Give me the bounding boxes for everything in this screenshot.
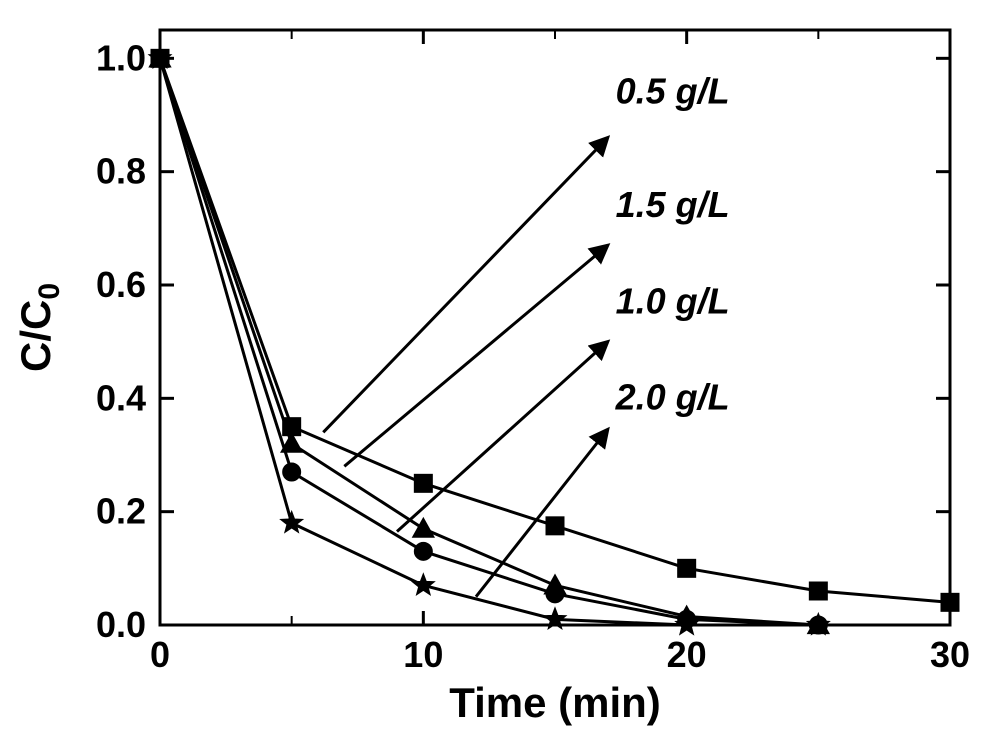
annotation-label: 1.0 g/L [616,280,730,321]
x-tick-label: 0 [150,634,170,675]
y-tick-label: 0.8 [96,151,146,192]
y-tick-label: 0.2 [96,491,146,532]
y-tick-label: 0.0 [96,604,146,645]
y-tick-label: 1.0 [96,37,146,78]
x-tick-label: 30 [930,634,970,675]
annotation-label: 0.5 g/L [616,71,730,112]
x-tick-label: 20 [667,634,707,675]
degradation-chart: 0 10 20 30 0.0 0.2 0.4 0.6 0.8 1.0 Time (min) C/C0 0… [0,0,1000,747]
y-tick-label: 0.4 [96,377,146,418]
series-s10 [151,49,827,634]
annotation-label: 2.0 g/L [615,377,730,418]
series-s05 [151,49,959,611]
annotation-label: 1.5 g/L [616,184,730,225]
y-axis-title: C/C0 [12,283,66,372]
x-axis-title: Time (min) [449,679,661,726]
x-tick-label: 10 [403,634,443,675]
annotation-s15: 1.5 g/L [344,184,729,466]
y-tick-label: 0.6 [96,264,146,305]
